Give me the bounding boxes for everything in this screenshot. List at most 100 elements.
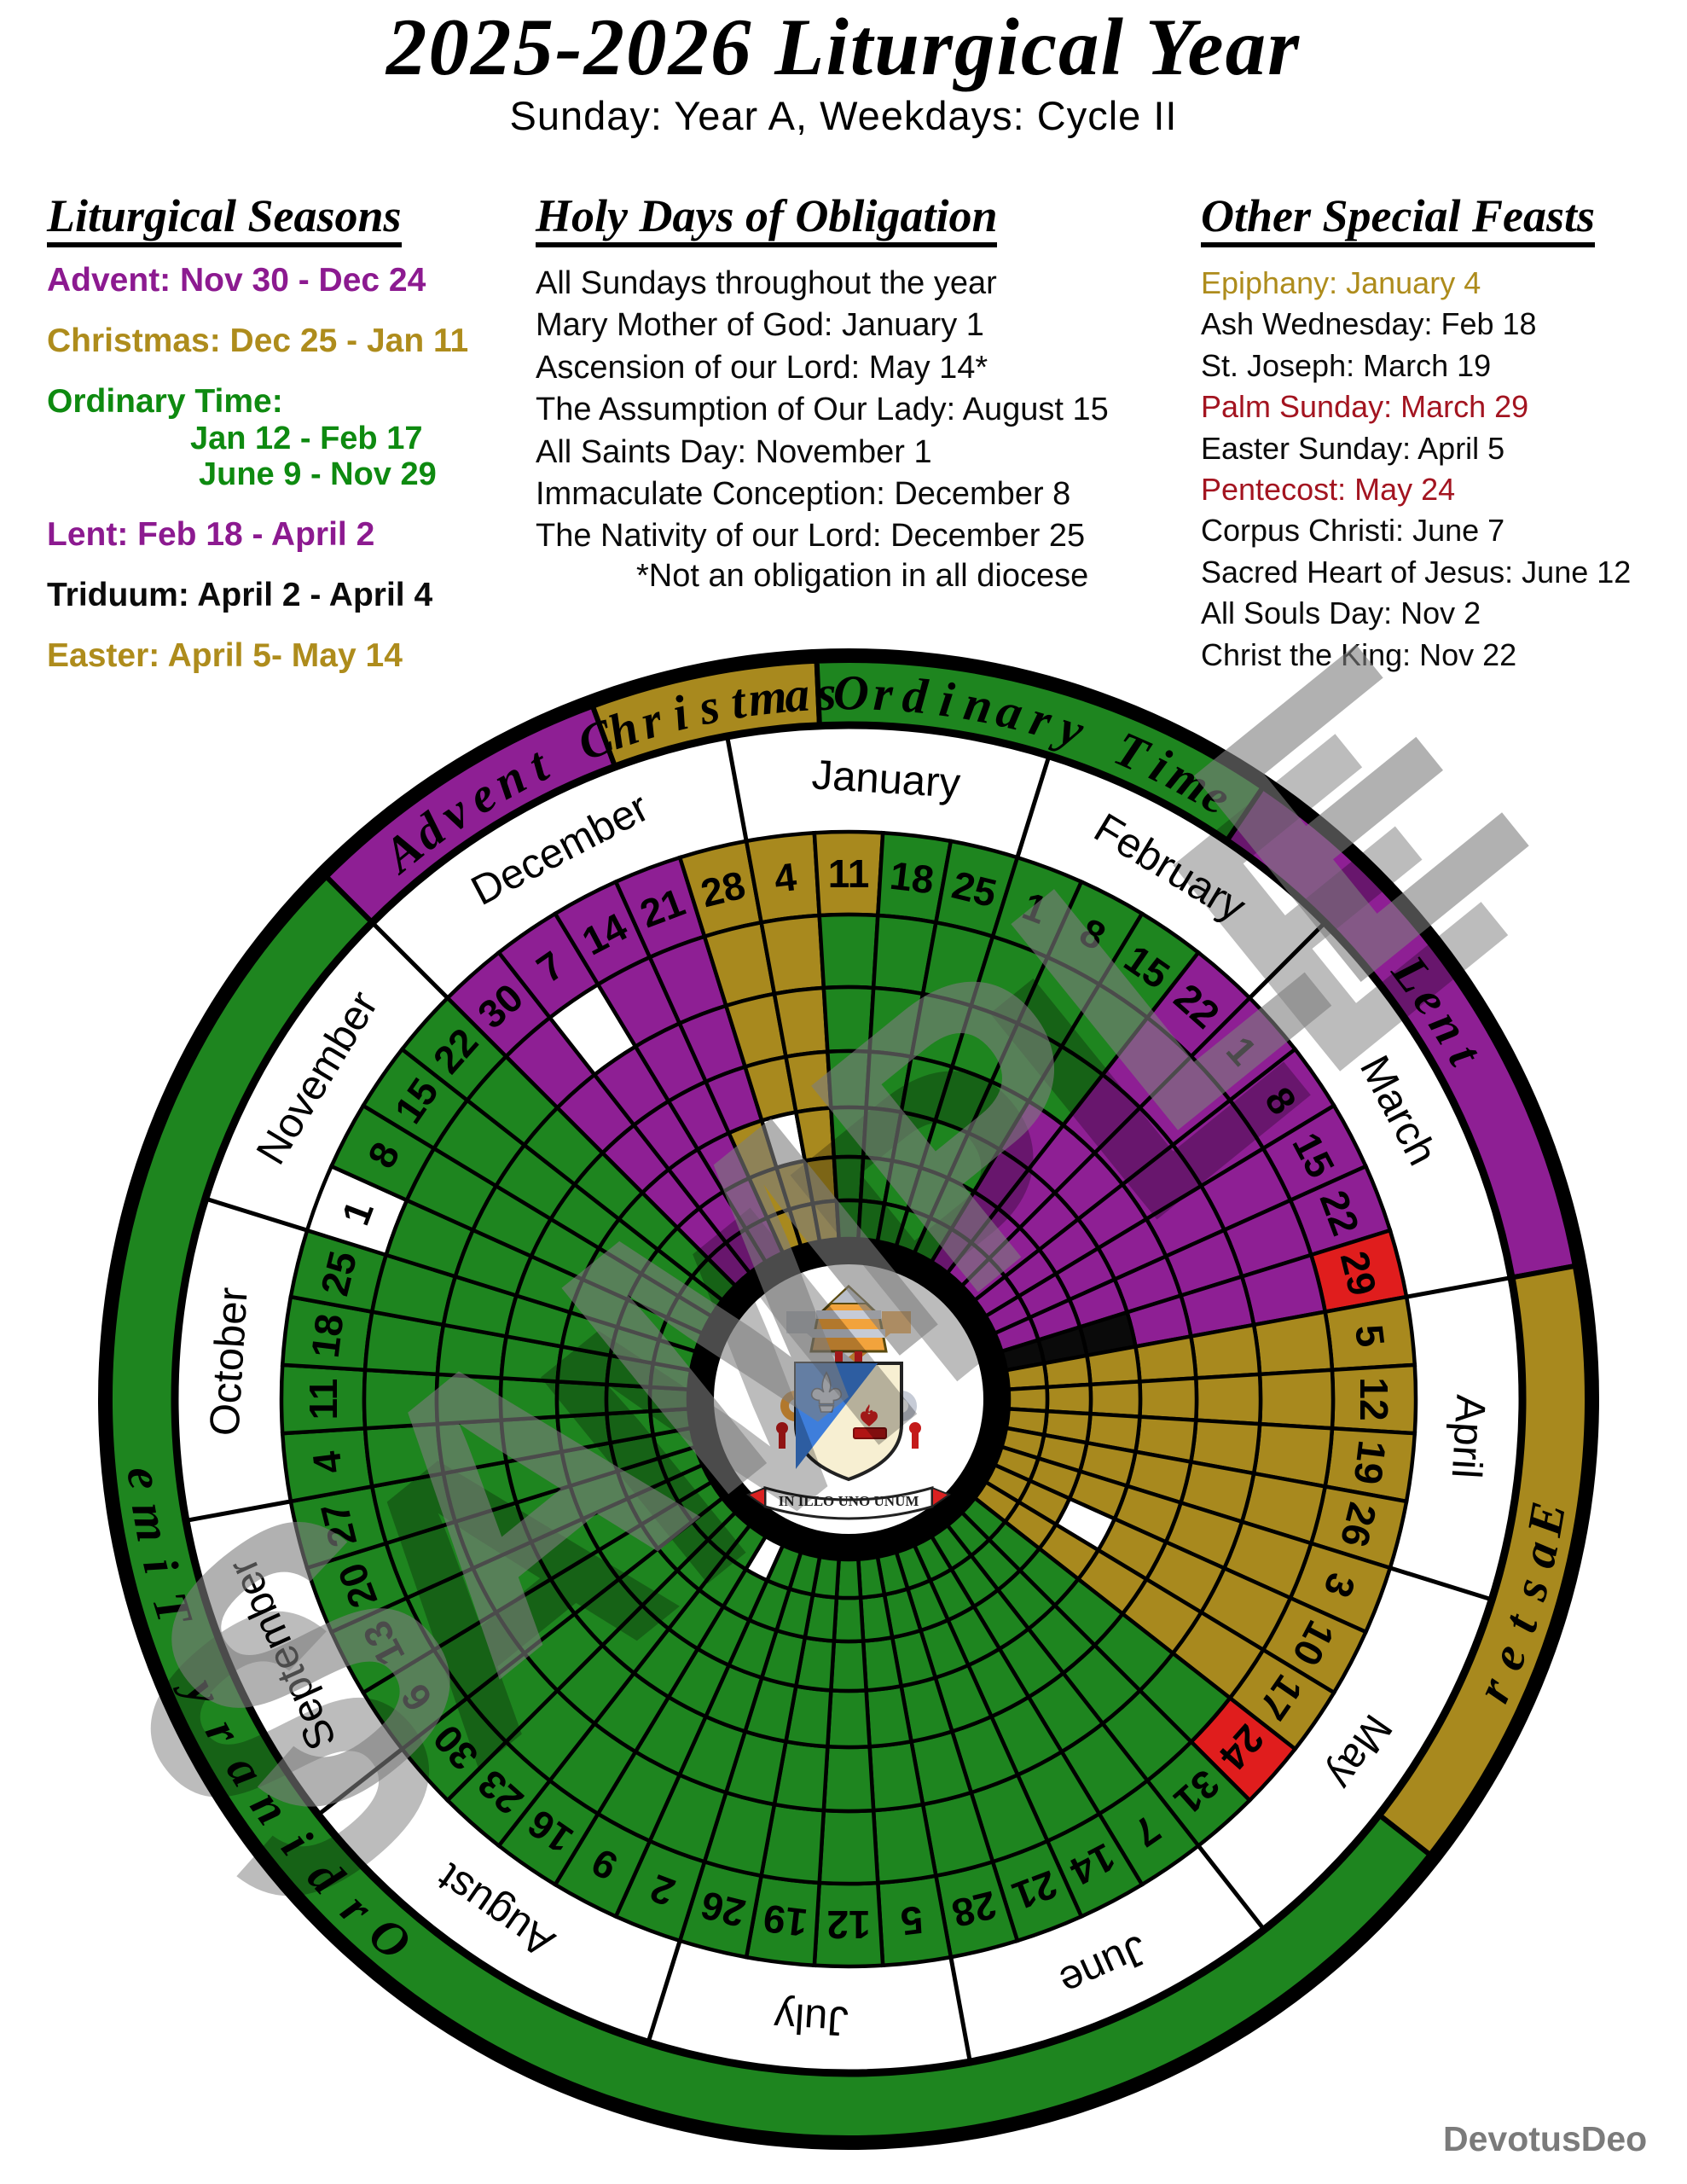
sunday-date-label: 18 xyxy=(303,1311,352,1360)
season-legend-item: Lent: Feb 18 - April 2 xyxy=(47,515,375,553)
day-cell xyxy=(861,1635,904,1693)
credit-logo: DevotusDeo xyxy=(1443,2119,1648,2158)
day-cell xyxy=(825,1687,872,1750)
season-label-char: m xyxy=(745,667,790,727)
month-separator xyxy=(1248,921,1327,1000)
season-legend-item: Triduum: April 2 - April 4 xyxy=(47,576,433,613)
motto-text: IN ILLO UNO UNUM xyxy=(779,1493,919,1509)
special-feast-item: Palm Sunday: March 29 xyxy=(1201,389,1529,425)
special-feasts-column: Other Special Feasts Epiphany: January 4… xyxy=(1201,189,1674,676)
special-feast-item: St. Joseph: March 19 xyxy=(1201,347,1492,383)
month-separator xyxy=(725,735,749,842)
season-label-char: a xyxy=(783,666,812,723)
liturgical-seasons-list: Advent: Nov 30 - Dec 24 Christmas: Dec 25… xyxy=(47,262,529,674)
day-cell xyxy=(864,1683,914,1749)
day-cell xyxy=(1257,1368,1336,1431)
sunday-date-label: 25 xyxy=(312,1247,366,1300)
day-cell xyxy=(871,1802,938,1885)
sunday-date-label: 19 xyxy=(761,1896,809,1946)
month-separator xyxy=(370,921,449,1000)
season-label-char: r xyxy=(872,665,895,722)
month-label: January xyxy=(810,752,962,806)
season-legend-item: Ordinary Time: Jan 12 - Feb 17 June 9 - No… xyxy=(47,383,529,493)
season-legend-subitem: Jan 12 - Feb 17 xyxy=(190,420,423,456)
special-feasts-header: Other Special Feasts xyxy=(1201,189,1596,247)
sunday-date-label: 27 xyxy=(312,1498,366,1551)
month-separator xyxy=(185,1499,292,1523)
season-legend-item: Easter: April 5- May 14 xyxy=(47,636,403,674)
papal-coat-of-arms: IN ILLO UNO UNUM xyxy=(745,1284,952,1520)
day-cell xyxy=(858,1592,895,1643)
motto-banner: IN ILLO UNO UNUM xyxy=(745,1486,952,1520)
season-label-char: O xyxy=(833,665,869,720)
season-legend-item: Advent: Nov 30 - Dec 24 xyxy=(47,262,426,299)
sunday-date-label: 5 xyxy=(1347,1322,1394,1350)
holy-day-item: Ascension of our Lord: May 14* xyxy=(536,349,988,386)
special-feast-item: Epiphany: January 4 xyxy=(1201,265,1481,300)
liturgical-seasons-header: Liturgical Seasons xyxy=(47,189,402,247)
month-separator xyxy=(205,1196,308,1233)
sunday-date-label: 26 xyxy=(697,1883,750,1937)
liturgical-seasons-column: Liturgical Seasons Advent: Nov 30 - Dec … xyxy=(47,189,529,698)
mitre-icon xyxy=(809,1284,888,1370)
month-separator xyxy=(948,1956,972,2063)
month-label: July xyxy=(772,1994,849,2044)
day-cell xyxy=(1188,1322,1262,1380)
month-separator xyxy=(316,1747,404,1817)
sacred-heart-icon xyxy=(853,1404,887,1439)
special-feast-item: All Souls Day: Nov 2 xyxy=(1201,595,1481,631)
holy-days-footnote: *Not an obligation in all diocese xyxy=(636,557,1089,594)
special-feast-item: Ash Wednesday: Feb 18 xyxy=(1201,306,1537,342)
month-separator xyxy=(1406,1275,1512,1299)
sunday-date-label: 18 xyxy=(888,853,936,903)
sunday-date-label: 28 xyxy=(697,863,750,916)
shield-icon xyxy=(776,1362,921,1482)
day-cell xyxy=(1251,1310,1335,1377)
special-feasts-list: Epiphany: January 4 Ash Wednesday: Feb 18… xyxy=(1201,263,1674,676)
sunday-date-label: 19 xyxy=(1346,1438,1395,1487)
tassels-icon xyxy=(776,1422,921,1449)
special-feast-item: Corpus Christi: June 7 xyxy=(1201,513,1505,549)
season-label-char: m xyxy=(121,1498,183,1546)
holy-day-item: All Sundays throughout the year xyxy=(536,265,997,301)
special-feast-item: Pentecost: May 24 xyxy=(1201,472,1456,508)
season-label-char: s xyxy=(815,665,838,721)
page-subtitle: Sunday: Year A, Weekdays: Cycle II xyxy=(509,92,1178,138)
holy-day-item: All Saints Day: November 1 xyxy=(536,433,932,470)
month-separator xyxy=(646,1940,682,2043)
day-cell xyxy=(828,1639,869,1693)
day-cell xyxy=(1193,1372,1263,1426)
special-feast-item: Sacred Heart of Jesus: June 12 xyxy=(1201,554,1632,590)
holy-day-item: The Nativity of our Lord: December 25 xyxy=(536,518,1086,555)
holy-day-item: Mary Mother of God: January 1 xyxy=(536,307,984,344)
fleur-de-lis-icon xyxy=(810,1371,843,1413)
sunday-date-label: 12 xyxy=(1352,1377,1396,1420)
day-cell xyxy=(817,1808,880,1886)
page-header: 2025-2026 Liturgical Year Sunday: Year A… xyxy=(0,2,1687,139)
day-cell xyxy=(1088,1379,1143,1420)
month-separator xyxy=(1197,1844,1267,1931)
holy-days-list: All Sundays throughout the year Mary Moth… xyxy=(536,263,1209,558)
holy-days-column: Holy Days of Obligation All Sundays thro… xyxy=(536,189,1209,595)
sunday-date-label: 25 xyxy=(948,863,1000,916)
page-title: 2025-2026 Liturgical Year xyxy=(386,2,1301,92)
month-label: October xyxy=(201,1286,256,1437)
season-legend-subitem: June 9 - Nov 29 xyxy=(199,456,437,493)
holy-day-item: The Assumption of Our Lady: August 15 xyxy=(536,392,1109,428)
holy-days-header: Holy Days of Obligation xyxy=(536,189,998,247)
special-feast-item: Easter Sunday: April 5 xyxy=(1201,430,1505,466)
sunday-date-label: 11 xyxy=(828,851,870,896)
season-legend-item: Christmas: Dec 25 - Jan 11 xyxy=(47,322,469,359)
special-feast-item: Christ the King: Nov 22 xyxy=(1201,636,1517,672)
sunday-date-label: 28 xyxy=(948,1883,1000,1937)
sunday-date-label: 29 xyxy=(1332,1247,1386,1300)
day-cell xyxy=(1137,1375,1199,1423)
sunday-date-label: 5 xyxy=(898,1897,925,1944)
month-separator xyxy=(1015,755,1052,858)
holy-day-item: Immaculate Conception: December 8 xyxy=(536,475,1071,512)
day-cell xyxy=(1133,1333,1198,1384)
day-cell xyxy=(867,1739,925,1813)
day-cell xyxy=(832,1595,866,1644)
sunday-date-label: 11 xyxy=(301,1379,345,1420)
sunday-date-label: 26 xyxy=(1332,1498,1386,1551)
